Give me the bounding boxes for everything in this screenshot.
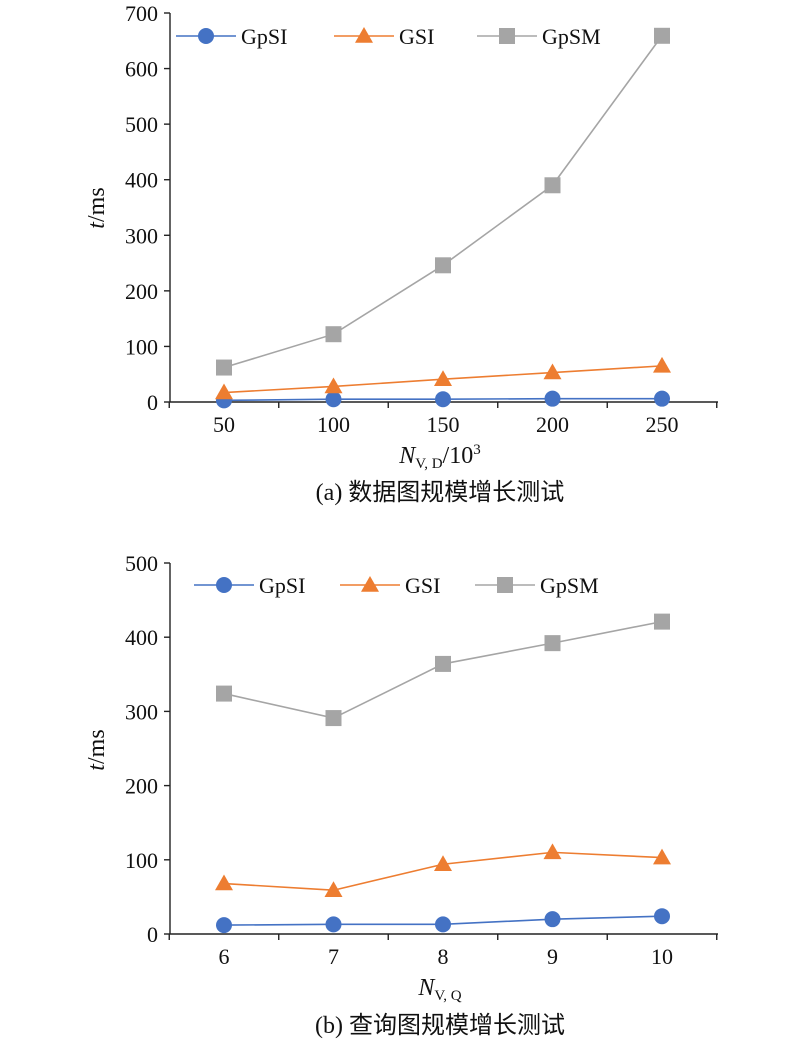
legend-label-gsi: GSI [399, 24, 434, 49]
data-point-gsi [215, 874, 233, 891]
data-point-gpsi [544, 390, 561, 407]
x-tick-label: 200 [536, 412, 569, 437]
data-point-gsi [543, 843, 562, 860]
legend-label-gsi: GSI [405, 573, 440, 598]
data-point-gsi [215, 383, 233, 400]
data-point-gsi [434, 370, 452, 386]
data-point-gpsm [654, 613, 670, 630]
legend-marker-gsi [355, 27, 373, 43]
data-point-gsi [324, 881, 343, 897]
x-tick-label: 7 [328, 944, 339, 969]
x-tick-label: 250 [646, 412, 679, 437]
data-point-gpsm [654, 27, 670, 44]
y-tick-label: 100 [125, 848, 158, 873]
x-tick-label: 150 [427, 412, 460, 437]
x-tick-label: 8 [438, 944, 449, 969]
y-tick-label: 500 [125, 112, 158, 137]
data-point-gpsm [544, 177, 561, 194]
x-tick-label: 10 [651, 944, 673, 969]
data-point-gsi [543, 363, 562, 380]
legend-marker-gsi [361, 576, 379, 592]
x-tick-label: 50 [213, 412, 235, 437]
y-tick-label: 200 [125, 774, 158, 799]
y-tick-label: 400 [125, 625, 158, 650]
y-tick-label: 300 [125, 223, 158, 248]
data-point-gpsm [325, 710, 342, 727]
legend-label-gpsm: GpSM [542, 24, 601, 49]
data-point-gpsm [435, 257, 451, 274]
y-tick-label: 0 [147, 390, 158, 415]
x-tick-label: 100 [317, 412, 350, 437]
data-point-gpsi [435, 916, 451, 933]
data-point-gpsi [216, 917, 232, 934]
y-axis-title: t/ms [84, 187, 110, 228]
data-point-gpsi [654, 390, 670, 407]
y-tick-label: 600 [125, 57, 158, 82]
data-point-gsi [653, 356, 671, 373]
data-point-gpsi [654, 908, 670, 925]
data-point-gpsm [544, 635, 561, 652]
y-tick-label: 200 [125, 279, 158, 304]
panel-b: 0 100 200 300 400 500 6 7 8 9 10 GpSI GSI GpSM t/ms NV,… [84, 551, 718, 1039]
y-tick-label: 500 [125, 551, 158, 576]
data-point-gpsi [435, 391, 451, 408]
data-point-gpsi [544, 911, 561, 928]
legend-marker-gpsi [198, 28, 214, 44]
y-tick-label: 300 [125, 699, 158, 724]
x-axis-title: NV, Q [417, 975, 461, 1004]
data-point-gpsi [325, 916, 342, 933]
data-point-gpsm [435, 655, 451, 672]
series-line-gpsm [223, 35, 663, 369]
y-tick-label: 100 [125, 334, 158, 359]
data-point-gpsm [325, 326, 342, 343]
y-tick-label: 700 [125, 1, 158, 26]
x-tick-label: 6 [219, 944, 230, 969]
panel-a: 0 100 200 300 400 500 600 700 50 100 150 200 250 GpSI… [84, 1, 718, 506]
legend-label-gpsm: GpSM [540, 573, 599, 598]
data-point-gsi [324, 377, 343, 394]
legend-marker-gpsm [499, 28, 515, 44]
panel-caption: (b) 查询图规模增长测试 [315, 1012, 565, 1039]
legend-label-gpsi: GpSI [241, 24, 287, 49]
data-point-gpsm [216, 359, 232, 376]
data-point-gsi [434, 855, 452, 872]
y-tick-label: 0 [147, 922, 158, 947]
y-axis-title: t/ms [84, 729, 110, 770]
data-point-gpsm [216, 685, 232, 702]
x-tick-label: 9 [547, 944, 558, 969]
legend-marker-gpsi [216, 577, 232, 593]
panel-caption: (a) 数据图规模增长测试 [316, 479, 565, 506]
y-tick-label: 400 [125, 168, 158, 193]
legend-label-gpsi: GpSI [259, 573, 305, 598]
x-axis-title: NV, D/103 [398, 442, 480, 472]
data-point-gsi [653, 848, 671, 865]
legend-marker-gpsm [497, 577, 513, 593]
data-point-gpsi [325, 391, 342, 408]
